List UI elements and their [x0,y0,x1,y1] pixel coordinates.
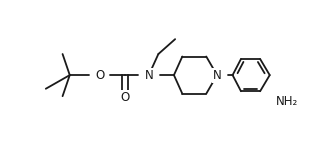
Text: N: N [144,69,153,82]
Text: N: N [213,69,222,82]
Text: O: O [95,69,104,82]
Text: NH₂: NH₂ [276,95,298,108]
Text: O: O [120,91,129,104]
